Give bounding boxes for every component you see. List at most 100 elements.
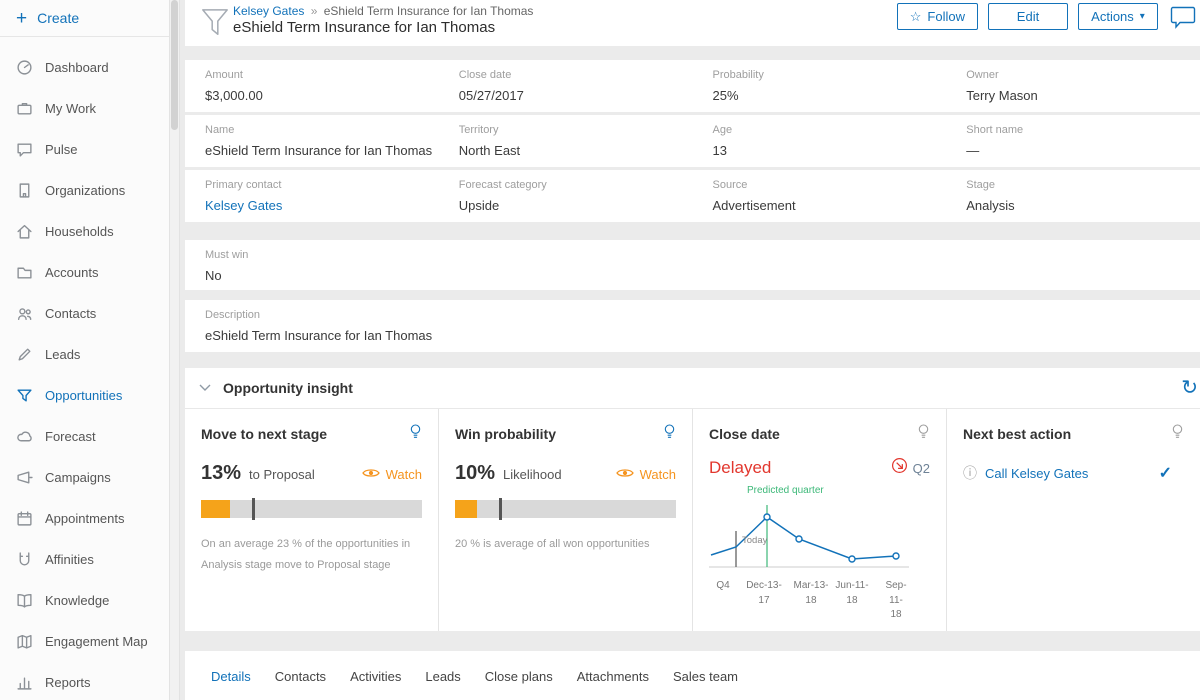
field-label: Must win (205, 249, 249, 261)
sidebar-item-campaigns[interactable]: Campaigns (0, 457, 169, 498)
watch-button[interactable]: Watch (361, 467, 422, 482)
tab-attachments[interactable]: Attachments (576, 668, 649, 684)
megaphone-icon (16, 469, 33, 486)
edit-button[interactable]: Edit (988, 3, 1068, 30)
sidebar-item-accounts[interactable]: Accounts (0, 252, 169, 293)
accept-check-icon[interactable]: ✓ (1158, 465, 1172, 482)
chat-icon[interactable] (1170, 5, 1196, 34)
delayed-status: Delayed (709, 458, 772, 477)
page-title: eShield Term Insurance for Ian Thomas (233, 19, 496, 36)
sidebar-item-leads[interactable]: Leads (0, 334, 169, 375)
insight-header: Opportunity insight ↻ (185, 368, 1200, 409)
watch-label: Watch (639, 467, 676, 482)
sidebar-nav: Dashboard My Work Pulse Organizations Ho… (0, 47, 169, 700)
sidebar-item-affinities[interactable]: Affinities (0, 539, 169, 580)
breadcrumb-link[interactable]: Kelsey Gates (233, 4, 305, 18)
field-label: Name (205, 124, 235, 136)
tab-contacts[interactable]: Contacts (274, 668, 327, 684)
tab-sales-team[interactable]: Sales team (672, 668, 739, 684)
book-icon (16, 592, 33, 609)
win-percent: 10% (455, 462, 496, 484)
sidebar-item-pulse[interactable]: Pulse (0, 129, 169, 170)
field-age: Age 13 (693, 115, 947, 167)
edit-label: Edit (1016, 9, 1040, 24)
predicted-quarter-label: Predicted quarter (747, 485, 824, 496)
x-axis-label: Sep-11- 18 (885, 580, 907, 620)
insight-title: Opportunity insight (223, 380, 353, 396)
pencil-icon (16, 346, 33, 363)
field-primary-contact: Primary contact Kelsey Gates (185, 170, 439, 222)
tab-details[interactable]: Details (211, 668, 251, 684)
create-button[interactable]: + Create (0, 0, 169, 37)
sidebar-item-reports[interactable]: Reports (0, 662, 169, 700)
lightbulb-icon (917, 423, 930, 445)
field-name: Name eShield Term Insurance for Ian Thom… (185, 115, 439, 167)
sidebar-item-dashboard[interactable]: Dashboard (0, 47, 169, 88)
sidebar-item-label: Engagement Map (45, 634, 148, 649)
record-header: Kelsey Gates » eShield Term Insurance fo… (185, 0, 1200, 46)
sidebar-item-label: Knowledge (45, 593, 110, 608)
field-close-date: Close date 05/27/2017 (439, 60, 693, 112)
scrollbar-thumb[interactable] (171, 0, 178, 130)
average-marker (251, 498, 255, 520)
sidebar-item-organizations[interactable]: Organizations (0, 170, 169, 211)
field-territory: Territory North East (439, 115, 693, 167)
today-label: Today (742, 535, 768, 546)
delayed-arrow-icon (891, 457, 908, 479)
refresh-icon[interactable]: ↻ (1181, 377, 1198, 399)
cloud-icon (16, 428, 33, 445)
watch-button[interactable]: Watch (615, 467, 676, 482)
field-value: — (966, 143, 980, 158)
card-caption: On an average 23 % of the opportunities … (201, 534, 422, 576)
sidebar-item-forecast[interactable]: Forecast (0, 416, 169, 457)
sidebar-item-label: Households (45, 224, 114, 239)
funnel-icon (16, 387, 33, 404)
dashboard-icon (16, 59, 33, 76)
sidebar-item-my-work[interactable]: My Work (0, 88, 169, 129)
record-tabs: Details Contacts Activities Leads Close … (185, 651, 1200, 700)
lightbulb-icon (409, 423, 422, 445)
map-icon (16, 633, 33, 650)
primary-contact-link[interactable]: Kelsey Gates (205, 198, 283, 213)
actions-button[interactable]: Actions ▾ (1078, 3, 1158, 30)
field-label: Territory (458, 124, 499, 136)
sidebar-item-label: Dashboard (45, 60, 109, 75)
card-title: Close date (709, 426, 780, 442)
field-label: Amount (205, 69, 243, 81)
sidebar-item-label: Campaigns (45, 470, 111, 485)
tab-leads[interactable]: Leads (425, 668, 461, 684)
follow-label: Follow (927, 9, 965, 24)
caption-line: 20 % is average of all won opportunities (455, 538, 650, 550)
field-description: Description eShield Term Insurance for I… (185, 300, 1200, 352)
sidebar-item-engagement-map[interactable]: Engagement Map (0, 621, 169, 662)
sidebar-scrollbar[interactable] (170, 0, 180, 700)
field-short-name: Short name — (946, 115, 1200, 167)
follow-button[interactable]: ☆ Follow (896, 3, 978, 30)
bar-chart-icon (16, 674, 33, 691)
close-date-card: Close date Delayed Q2 (692, 409, 946, 631)
x-axis-label: Q4 (716, 580, 730, 591)
field-probability: Probability 25% (693, 60, 947, 112)
sidebar-item-label: Opportunities (45, 388, 123, 403)
sidebar-item-label: Leads (45, 347, 81, 362)
call-contact-link[interactable]: Call Kelsey Gates (985, 465, 1089, 481)
detail-row: Primary contact Kelsey Gates Forecast ca… (185, 170, 1200, 222)
sidebar-item-knowledge[interactable]: Knowledge (0, 580, 169, 621)
breadcrumb-current: eShield Term Insurance for Ian Thomas (323, 4, 534, 18)
sidebar-item-households[interactable]: Households (0, 211, 169, 252)
briefcase-icon (16, 100, 33, 117)
collapse-chevron-icon[interactable] (199, 379, 211, 397)
field-must-win: Must win No (185, 240, 439, 290)
sidebar-item-appointments[interactable]: Appointments (0, 498, 169, 539)
opportunity-funnel-icon (200, 6, 230, 45)
tab-close-plans[interactable]: Close plans (484, 668, 553, 684)
x-axis-label: Jun-11- 18 (835, 580, 869, 606)
predicted-quarter-value: Q2 (912, 460, 930, 476)
tab-activities[interactable]: Activities (350, 668, 402, 684)
sidebar-item-opportunities[interactable]: Opportunities (0, 375, 169, 416)
sidebar-item-contacts[interactable]: Contacts (0, 293, 169, 334)
plus-icon: + (16, 7, 28, 29)
stage-move-percent: 13% (201, 462, 242, 484)
sidebar-item-label: Affinities (45, 552, 94, 567)
